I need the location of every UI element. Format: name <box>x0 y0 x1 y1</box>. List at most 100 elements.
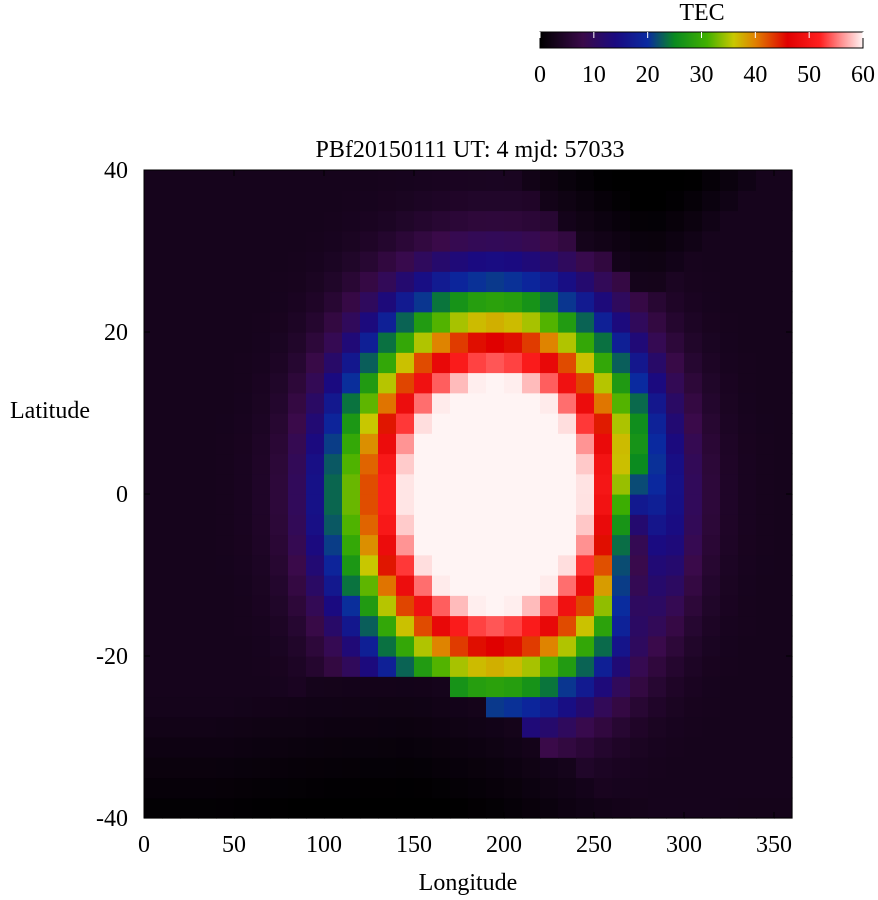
heatmap-cell <box>360 494 379 515</box>
heatmap-cell <box>180 372 199 394</box>
heatmap-cell <box>270 271 289 293</box>
heatmap-cell <box>396 554 415 576</box>
heatmap-cell <box>468 554 487 576</box>
heatmap-cell <box>684 696 703 718</box>
heatmap-cell <box>432 696 451 718</box>
heatmap-cell <box>774 656 793 677</box>
heatmap-cell <box>774 190 793 212</box>
heatmap-cell <box>522 757 541 779</box>
heatmap-cell <box>630 433 649 455</box>
heatmap-cell <box>252 311 271 333</box>
heatmap-cell <box>666 554 685 576</box>
heatmap-cell <box>450 352 469 374</box>
heatmap-cell <box>684 737 703 758</box>
heatmap-cell <box>342 696 361 718</box>
heatmap-cell <box>648 372 667 394</box>
heatmap-cell <box>756 251 775 272</box>
heatmap-cell <box>378 190 397 212</box>
heatmap-cell <box>522 737 541 758</box>
heatmap-cell <box>684 676 703 698</box>
heatmap-cell <box>342 230 361 252</box>
heatmap-cell <box>396 453 415 475</box>
heatmap-cell <box>504 291 523 313</box>
heatmap-cell <box>738 595 757 617</box>
heatmap-cell <box>576 676 595 698</box>
heatmap-cell <box>360 251 379 272</box>
heatmap-cell <box>306 534 325 556</box>
heatmap-cell <box>234 311 253 333</box>
heatmap-cell <box>252 575 271 596</box>
heatmap-cell <box>648 575 667 596</box>
heatmap-cell <box>342 413 361 434</box>
heatmap-cell <box>180 595 199 617</box>
heatmap-cell <box>576 696 595 718</box>
heatmap-cell <box>396 372 415 394</box>
heatmap-cell <box>738 696 757 718</box>
heatmap-cell <box>324 514 343 536</box>
heatmap-cell <box>234 615 253 637</box>
heatmap-cell <box>270 696 289 718</box>
heatmap-cell <box>684 210 703 232</box>
heatmap-cell <box>180 332 199 353</box>
heatmap-cell <box>414 494 433 515</box>
heatmap-cell <box>342 635 361 657</box>
heatmap-cell <box>162 554 181 576</box>
heatmap-cell <box>522 615 541 637</box>
heatmap-cell <box>360 656 379 677</box>
heatmap-cell <box>648 291 667 313</box>
heatmap-cell <box>216 311 235 333</box>
heatmap-cell <box>432 170 451 191</box>
heatmap-cell <box>324 271 343 293</box>
heatmap-cell <box>774 433 793 455</box>
heatmap-cell <box>576 554 595 576</box>
heatmap-cell <box>306 656 325 677</box>
heatmap-cell <box>738 575 757 596</box>
heatmap-cell <box>504 311 523 333</box>
heatmap-cell <box>414 413 433 434</box>
heatmap-cell <box>180 716 199 738</box>
heatmap-cell <box>576 372 595 394</box>
heatmap-cell <box>468 271 487 293</box>
heatmap-cell <box>306 392 325 414</box>
heatmap-cell <box>756 291 775 313</box>
heatmap-cell <box>684 392 703 414</box>
heatmap-cell <box>342 757 361 779</box>
heatmap-cell <box>342 392 361 414</box>
heatmap-cell <box>468 372 487 394</box>
heatmap-cell <box>306 190 325 212</box>
heatmap-cell <box>414 777 433 799</box>
heatmap-cell <box>486 453 505 475</box>
colorbar-ticks: 0 10 20 30 40 50 60 <box>534 32 875 88</box>
heatmap-cell <box>684 311 703 333</box>
x-tick-label: 150 <box>396 832 432 858</box>
heatmap-cell <box>450 332 469 353</box>
heatmap-cell <box>576 494 595 515</box>
heatmap-cell <box>738 514 757 536</box>
heatmap-cell <box>612 777 631 799</box>
heatmap-cell <box>540 473 559 495</box>
heatmap-cell <box>756 696 775 718</box>
heatmap-cell <box>666 575 685 596</box>
heatmap-cell <box>252 514 271 536</box>
heatmap-cell <box>612 291 631 313</box>
heatmap-cell <box>612 251 631 272</box>
heatmap-cell <box>486 656 505 677</box>
heatmap-cell <box>468 575 487 596</box>
heatmap-cell <box>468 170 487 191</box>
heatmap-cell <box>216 696 235 718</box>
heatmap-cell <box>648 777 667 799</box>
heatmap-cell <box>504 554 523 576</box>
heatmap-cell <box>468 413 487 434</box>
heatmap-cell <box>342 251 361 272</box>
heatmap-cell <box>270 534 289 556</box>
heatmap-cell <box>432 291 451 313</box>
heatmap-cell <box>162 696 181 718</box>
heatmap-cell <box>558 534 577 556</box>
heatmap-cell <box>774 676 793 698</box>
y-tick-label: 0 <box>116 482 128 508</box>
heatmap-cell <box>432 251 451 272</box>
heatmap-cell <box>252 676 271 698</box>
heatmap-cell <box>234 494 253 515</box>
heatmap-cell <box>378 514 397 536</box>
heatmap-cell <box>630 291 649 313</box>
